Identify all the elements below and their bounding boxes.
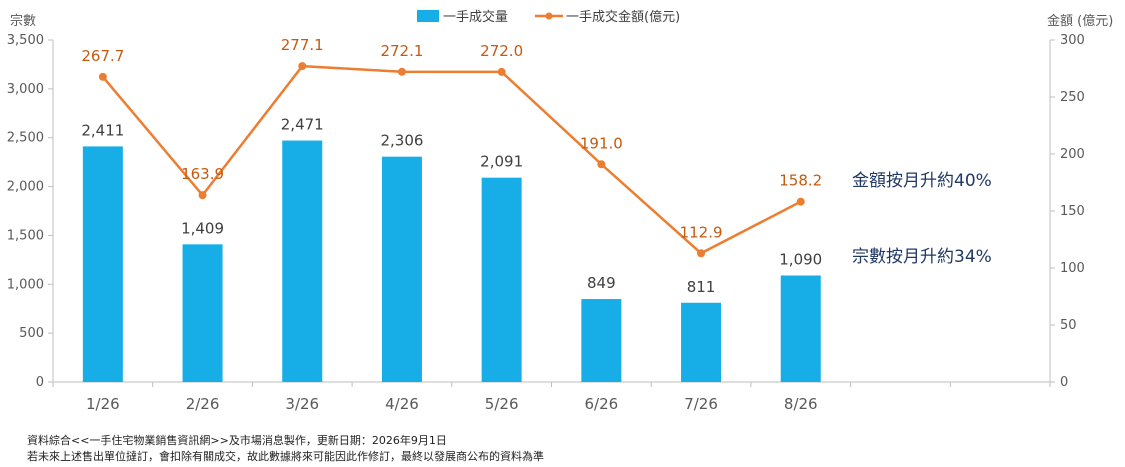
left-axis-tick-label: 3,500 — [7, 33, 44, 48]
line-value-label: 158.2 — [779, 172, 822, 190]
line-point — [597, 160, 606, 169]
amount-change-annotation: 金額按月升約40% — [852, 171, 992, 191]
right-axis-tick-label: 300 — [1060, 33, 1085, 48]
line-point — [298, 62, 307, 71]
footnote-source: 資料綜合<<一手住宅物業銷售資訊網>>及市場消息製作，更新日期：2026年9月1… — [27, 434, 447, 447]
right-axis-tick-label: 100 — [1060, 261, 1085, 276]
line-point — [796, 197, 805, 206]
bar — [182, 244, 223, 382]
bar-value-label: 849 — [587, 274, 616, 292]
bar — [780, 275, 821, 382]
x-axis-tick-label: 2/26 — [186, 395, 220, 413]
bar-value-label: 1,090 — [779, 250, 822, 268]
line-value-label: 272.0 — [480, 42, 523, 60]
line-point — [98, 72, 107, 81]
line-value-label: 267.7 — [81, 47, 124, 65]
legend-bar-label: 一手成交量 — [443, 9, 508, 25]
x-axis-tick-label: 7/26 — [684, 395, 718, 413]
bar-value-label: 2,091 — [480, 153, 523, 171]
left-axis-tick-label: 0 — [36, 375, 44, 390]
count-change-annotation: 宗數按月升約34% — [852, 247, 992, 267]
line-value-label: 163.9 — [181, 165, 224, 183]
line-value-label: 112.9 — [680, 223, 723, 241]
x-axis-tick-label: 3/26 — [285, 395, 319, 413]
right-axis-tick-label: 200 — [1060, 147, 1085, 162]
right-axis-tick-label: 250 — [1060, 90, 1085, 105]
bar-value-label: 1,409 — [181, 219, 224, 237]
left-axis-tick-label: 500 — [19, 326, 44, 341]
bar — [481, 177, 522, 382]
footnote-disclaimer: 若未來上述售出單位撻訂，會扣除有關成交，故此數據將來可能因此作修訂，最終以發展商… — [27, 450, 544, 463]
x-axis-tick-label: 8/26 — [784, 395, 818, 413]
bar — [82, 146, 123, 382]
right-axis-tick-label: 0 — [1060, 375, 1068, 390]
bar-series — [82, 140, 821, 382]
line-series — [98, 62, 805, 258]
line-path — [101, 64, 802, 255]
line-point — [198, 191, 207, 200]
x-axis-tick-label: 6/26 — [585, 395, 619, 413]
line-point — [497, 67, 506, 76]
legend-bar-swatch — [417, 10, 439, 22]
line-value-label: 191.0 — [580, 134, 623, 152]
line-value-label: 277.1 — [281, 36, 324, 54]
x-axis-tick-label: 1/26 — [86, 395, 120, 413]
bar-value-label: 2,411 — [81, 121, 124, 139]
line-point — [697, 249, 706, 258]
data-labels: 2,411 1,409 2,471 2,306 2,091 849 811 1,090 267.… — [81, 36, 822, 296]
left-axis-tick-label: 2,000 — [7, 180, 44, 195]
bar-value-label: 2,306 — [380, 132, 423, 150]
left-axis-tick-label: 1,500 — [7, 228, 44, 243]
right-axis-title: 金額 (億元) — [1047, 13, 1113, 29]
bar — [381, 156, 422, 382]
left-axis-title: 宗數 — [10, 13, 36, 29]
legend-line-marker — [545, 12, 553, 20]
right-axis-tick-label: 150 — [1060, 204, 1085, 219]
left-axis-tick-label: 2,500 — [7, 131, 44, 146]
legend-line-label: 一手成交金額(億元) — [566, 9, 680, 25]
left-axis-tick-label: 3,000 — [7, 82, 44, 97]
right-axis-tick-label: 50 — [1060, 318, 1077, 333]
x-axis-tick-label: 4/26 — [385, 395, 419, 413]
x-axis-tick-label: 5/26 — [485, 395, 519, 413]
legend: 一手成交量 一手成交金額(億元) — [417, 9, 680, 25]
bar — [282, 140, 323, 382]
bar — [581, 299, 622, 382]
bar-value-label: 811 — [687, 278, 716, 296]
left-axis-tick-label: 1,000 — [7, 277, 44, 292]
bar — [681, 302, 722, 382]
line-value-label: 272.1 — [380, 42, 423, 60]
axes: 0 500 1,000 1,500 2,000 2,500 3,000 3,500 0 50 100… — [7, 33, 1085, 413]
bar-value-label: 2,471 — [281, 116, 324, 134]
line-point — [397, 67, 406, 76]
